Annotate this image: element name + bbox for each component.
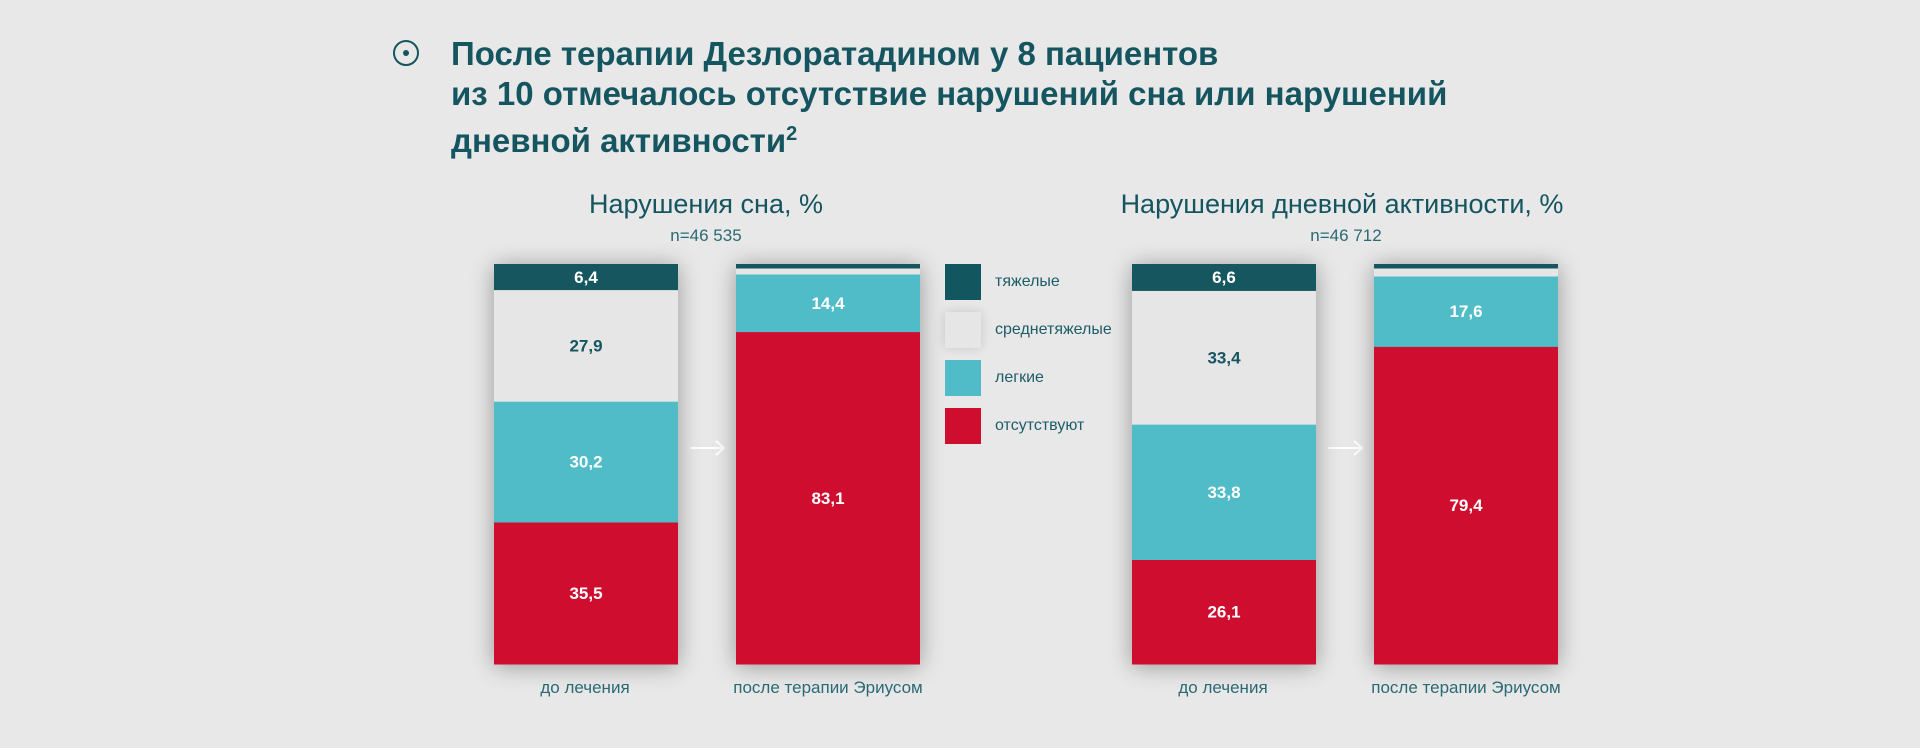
chart-1-bar-1-segment-none	[494, 522, 678, 665]
chart-1-bar-2-segment-mild	[736, 274, 920, 333]
chart-1-category-before: до лечения	[540, 678, 630, 697]
chart-1-bar-1-segment-moderate	[494, 289, 678, 402]
chart-1-bar-1-value-none: 35,5	[569, 584, 602, 603]
headline-line-3-text: дневной активности	[451, 122, 787, 159]
legend-swatch-none	[945, 408, 981, 444]
headline-line-3: дневной активности2	[451, 114, 1651, 161]
chart-1-bar-2-segment-moderate	[736, 268, 920, 275]
chart-2-bar-2-segment-severe	[1374, 264, 1558, 269]
chart-1-bar-2-value-none: 83,1	[811, 489, 844, 508]
chart-1-bar-1-value-severe: 6,4	[574, 268, 598, 287]
legend-swatch-severe	[945, 264, 981, 300]
chart-1-bar-1-value-mild: 30,2	[569, 453, 602, 472]
chart-2-category-before: до лечения	[1178, 678, 1268, 697]
legend-label-moderate: среднетяжелые	[995, 321, 1112, 338]
chart-1-bar-2	[736, 264, 920, 665]
chart-2-bar-1-segment-mild	[1132, 424, 1316, 560]
legend-label-severe: тяжелые	[995, 273, 1060, 290]
chart-2-bar-2-segment-mild	[1374, 276, 1558, 347]
chart-1-arrow-icon	[690, 440, 726, 456]
chart-2-bar-1-value-mild: 33,8	[1207, 483, 1240, 502]
chart-1-bar-2-segment-severe	[736, 264, 920, 269]
chart-1-bar-1-segment-severe	[494, 264, 678, 291]
chart-1-bar-1-segment-mild	[494, 401, 678, 523]
chart-2-bar-1-segment-severe	[1132, 264, 1316, 291]
chart-2-bar-1-value-severe: 6,6	[1212, 268, 1236, 287]
chart-1-title: Нарушения сна, %	[589, 189, 823, 219]
chart-2-title: Нарушения дневной активности, %	[1120, 189, 1564, 219]
chart-2-bar-2-segment-moderate	[1374, 268, 1558, 277]
chart-2-arrow-icon	[1328, 440, 1364, 456]
bullet-icon	[393, 40, 419, 66]
chart-2-bar-2-value-none: 79,4	[1449, 496, 1483, 515]
chart-2-bar-1-value-moderate: 33,4	[1207, 348, 1241, 367]
chart-2-bar-2-value-mild: 17,6	[1449, 302, 1482, 321]
chart-2-category-after: после терапии Эриусом	[1371, 678, 1561, 697]
chart-2-bar-1-segment-none	[1132, 559, 1316, 665]
chart-1-n: n=46 535	[670, 226, 742, 245]
chart-2-bar-1	[1132, 264, 1316, 665]
headline: После терапии Дезлоратадином у 8 пациент…	[451, 34, 1651, 161]
chart-2-bar-2	[1374, 264, 1558, 665]
legend-swatch-mild	[945, 360, 981, 396]
legend-label-none: отсутствуют	[995, 417, 1085, 434]
chart-2-n: n=46 712	[1310, 226, 1382, 245]
chart-1-bar-2-segment-none	[736, 331, 920, 665]
chart-2-bar-1-segment-moderate	[1132, 290, 1316, 425]
legend-label-mild: легкие	[995, 369, 1044, 386]
chart-1-bar-1	[494, 264, 678, 665]
chart-2-bar-1-value-none: 26,1	[1207, 603, 1240, 622]
chart-2-bar-2-segment-none	[1374, 346, 1558, 665]
headline-line-1: После терапии Дезлоратадином у 8 пациент…	[451, 35, 1219, 72]
chart-1-bar-2-value-mild: 14,4	[811, 294, 845, 313]
chart-1-category-after: после терапии Эриусом	[733, 678, 923, 697]
footnote-marker: 2	[786, 123, 798, 145]
headline-line-2: из 10 отмечалось отсутствие нарушений сн…	[451, 75, 1448, 112]
legend-swatch-moderate	[945, 312, 981, 348]
chart-1-bar-1-value-moderate: 27,9	[569, 336, 602, 355]
